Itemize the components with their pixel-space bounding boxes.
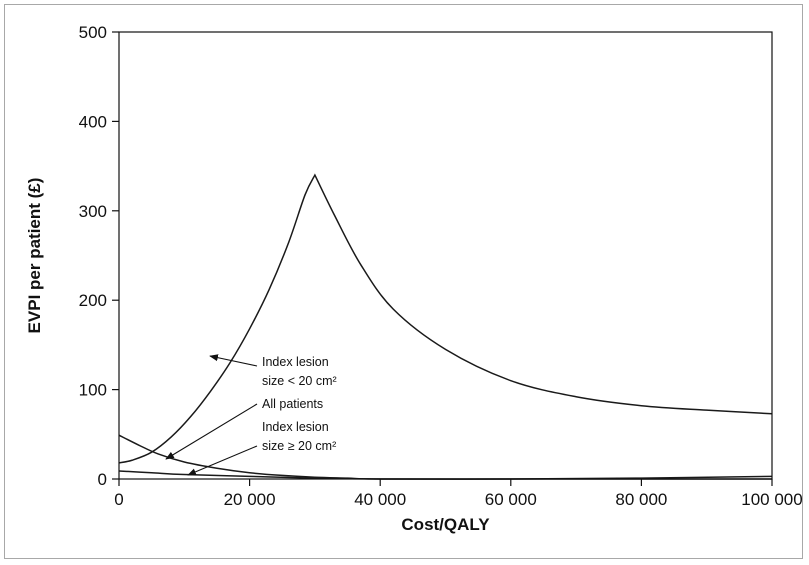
x-tick-label: 20 000 [224, 490, 276, 509]
x-tick-label: 60 000 [485, 490, 537, 509]
annotation-large-lesion-text: size ≥ 20 cm² [262, 439, 336, 453]
annotations: Index lesion size < 20 cm² All patients Ind… [165, 354, 337, 476]
y-tick-label: 300 [79, 202, 107, 221]
x-tick-label: 80 000 [615, 490, 667, 509]
series-large-lesion-line [118, 470, 773, 480]
x-tick-label: 100 000 [741, 490, 802, 509]
annotation-all-patients-arrow [165, 403, 258, 460]
y-tick-label: 500 [79, 23, 107, 42]
chart-frame [4, 4, 803, 559]
y-tick-label: 0 [98, 470, 107, 489]
annotation-large-lesion-text: Index lesion [262, 420, 329, 434]
annotation-large-lesion-arrow [187, 445, 258, 476]
x-axis-ticks: 0 20 000 40 000 60 000 80 000 100 000 [114, 479, 803, 509]
x-axis-label: Cost/QALY [401, 515, 490, 534]
annotation-small-lesion-arrow [209, 354, 258, 367]
annotation-small-lesion-text: Index lesion [262, 355, 329, 369]
x-tick-label: 40 000 [354, 490, 406, 509]
series-all-patients-line [118, 434, 772, 480]
y-tick-label: 200 [79, 291, 107, 310]
y-tick-label: 100 [79, 381, 107, 400]
y-axis-ticks: 0 100 200 300 400 500 [79, 23, 119, 489]
series-small-lesion-line [118, 173, 773, 464]
y-axis-label: EVPI per patient (£) [25, 178, 44, 334]
annotation-small-lesion-text: size < 20 cm² [262, 374, 337, 388]
series-lines [118, 173, 773, 480]
x-tick-label: 0 [114, 490, 123, 509]
y-tick-label: 400 [79, 112, 107, 131]
annotation-all-patients-text: All patients [262, 397, 323, 411]
plot-area-border [118, 31, 773, 480]
